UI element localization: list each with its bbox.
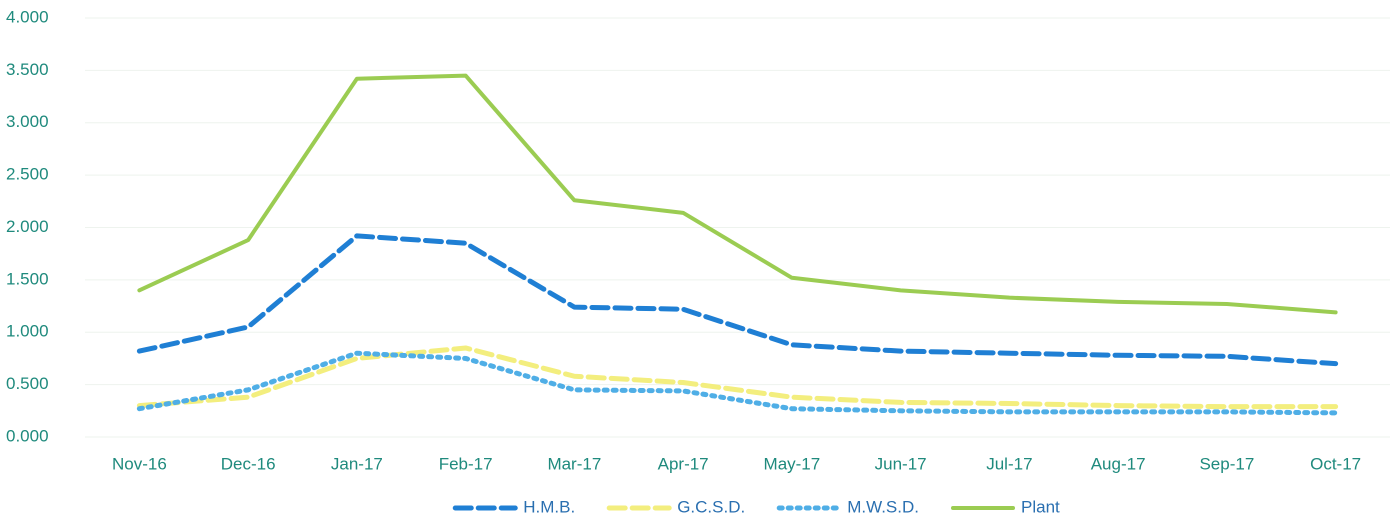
y-tick-label: 0.000 [6,426,49,445]
x-tick-label: Apr-17 [658,454,709,473]
x-tick-label: Jan-17 [331,454,383,473]
legend-label: M.W.S.D. [847,497,919,516]
legend-item: G.C.S.D. [606,497,745,516]
series-line [136,350,1339,416]
x-tick-label: Aug-17 [1091,454,1146,473]
x-tick-label: Nov-16 [112,454,167,473]
x-tick-label: Jul-17 [986,454,1032,473]
x-tick-label: Dec-16 [221,454,276,473]
x-tick-label: Sep-17 [1199,454,1254,473]
x-tick-label: Jun-17 [875,454,927,473]
y-tick-label: 3.000 [6,112,49,131]
x-tick-label: Mar-17 [547,454,601,473]
series-line [136,345,1339,410]
x-tick-label: Feb-17 [439,454,493,473]
legend-item: Plant [951,497,1060,516]
y-tick-label: 3.500 [6,60,49,79]
legend: H.M.B. G.C.S.D. M.W.S.D. Plant [452,497,1060,516]
legend-label: H.M.B. [523,497,575,516]
legend-item: H.M.B. [452,497,575,516]
y-tick-label: 2.500 [6,165,49,184]
legend-label: G.C.S.D. [677,497,745,516]
x-tick-label: Oct-17 [1310,454,1361,473]
y-tick-label: 0.500 [6,374,49,393]
y-tick-label: 2.000 [6,217,49,236]
series-line [137,73,1338,315]
y-tick-label: 4.000 [6,7,49,26]
legend-label: Plant [1021,497,1060,516]
series-line [136,233,1339,367]
y-tick-label: 1.000 [6,322,49,341]
x-tick-label: May-17 [764,454,821,473]
legend-item: M.W.S.D. [776,497,919,516]
y-tick-label: 1.500 [6,269,49,288]
